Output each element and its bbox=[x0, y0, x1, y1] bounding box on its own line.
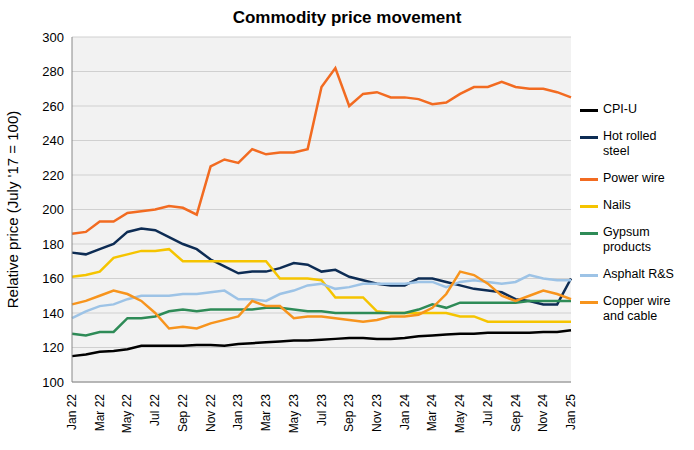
html-text:Copper wire and cable: Copper wire and cable bbox=[603, 294, 671, 323]
svg-text:280: 280 bbox=[42, 64, 64, 79]
svg-text:220: 220 bbox=[42, 168, 64, 183]
svg-text:Jan 23: Jan 23 bbox=[231, 394, 245, 430]
svg-text:May 24: May 24 bbox=[453, 394, 467, 434]
html-text:CPI-U: CPI-U bbox=[603, 102, 637, 116]
html-text:Power wire: Power wire bbox=[603, 171, 665, 185]
html-text:Hot rolled steel: Hot rolled steel bbox=[603, 129, 657, 158]
svg-text:Sep 24: Sep 24 bbox=[509, 394, 523, 432]
svg-text:Mar 22: Mar 22 bbox=[93, 394, 107, 432]
svg-text:Sep 23: Sep 23 bbox=[342, 394, 356, 432]
svg-text:140: 140 bbox=[42, 306, 64, 321]
svg-text:Nov 23: Nov 23 bbox=[370, 394, 384, 432]
svg-text:May 23: May 23 bbox=[287, 394, 301, 434]
svg-text:260: 260 bbox=[42, 99, 64, 114]
svg-text:Relative price (July '17 = 100: Relative price (July '17 = 100) bbox=[8, 111, 21, 309]
svg-text:Jan 24: Jan 24 bbox=[398, 394, 412, 430]
svg-text:Jul 23: Jul 23 bbox=[315, 394, 329, 426]
svg-text:Jul 22: Jul 22 bbox=[148, 394, 162, 426]
svg-text:Nov 22: Nov 22 bbox=[204, 394, 218, 432]
svg-text:May 22: May 22 bbox=[120, 394, 134, 434]
svg-text:Mar 24: Mar 24 bbox=[425, 394, 439, 432]
svg-text:100: 100 bbox=[42, 375, 64, 390]
html-text:Asphalt R&S: Asphalt R&S bbox=[603, 267, 674, 281]
svg-text:Mar 23: Mar 23 bbox=[259, 394, 273, 432]
svg-text:300: 300 bbox=[42, 30, 64, 45]
html-text:Commodity price movement: Commodity price movement bbox=[232, 8, 462, 27]
svg-text:Jul 24: Jul 24 bbox=[481, 394, 495, 426]
svg-text:Jan 22: Jan 22 bbox=[65, 394, 79, 430]
svg-text:Nov 24: Nov 24 bbox=[536, 394, 550, 432]
svg-text:Jan 25: Jan 25 bbox=[564, 394, 578, 430]
svg-text:200: 200 bbox=[42, 202, 64, 217]
svg-text:160: 160 bbox=[42, 271, 64, 286]
html-text:Nails: Nails bbox=[603, 198, 631, 212]
svg-text:Sep 22: Sep 22 bbox=[176, 394, 190, 432]
svg-text:120: 120 bbox=[42, 340, 64, 355]
svg-text:240: 240 bbox=[42, 133, 64, 148]
html-text:Gypsum products: Gypsum products bbox=[603, 225, 651, 254]
svg-text:180: 180 bbox=[42, 237, 64, 252]
